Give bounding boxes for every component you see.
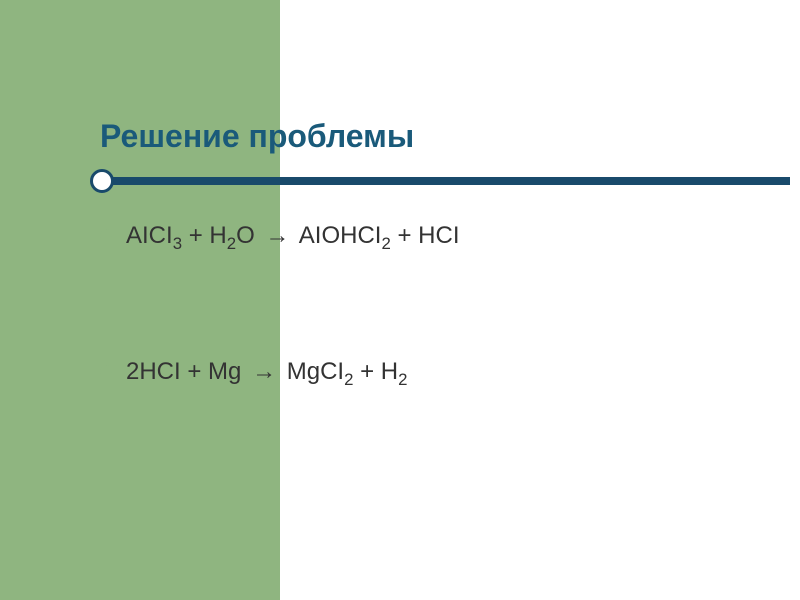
equation-text: AICI3 + H2O → AIOHCI2 + HCI	[126, 222, 460, 254]
product: AIOHCI	[299, 222, 382, 249]
arrow-icon: →	[265, 222, 289, 251]
subscript: 2	[398, 370, 407, 389]
divider-bar	[108, 177, 790, 185]
divider-circle-icon	[90, 169, 114, 193]
subscript: 2	[344, 370, 353, 389]
reactant: Mg	[208, 358, 241, 385]
bullet-list: AICI3 + H2O → AIOHCI2 + HCI 2HCI + Mg → …	[100, 222, 460, 494]
bullet-icon	[100, 365, 112, 377]
title-divider	[90, 174, 790, 188]
list-item: 2HCI + Mg → MgCI2 + H2	[100, 358, 460, 390]
subscript: 2	[227, 234, 236, 253]
product: HCI	[418, 222, 459, 249]
subscript: 2	[381, 234, 390, 253]
reactant: 2HCI	[126, 358, 181, 385]
bullet-icon	[100, 229, 112, 241]
equation-text: 2HCI + Mg → MgCI2 + H2	[126, 358, 407, 390]
reactant: H	[209, 222, 226, 249]
arrow-icon: →	[252, 358, 276, 387]
subscript: 3	[173, 234, 182, 253]
product: H	[381, 358, 398, 385]
slide-title: Решение проблемы	[100, 118, 414, 155]
product: MgCI	[287, 358, 344, 385]
reactant-suffix: O	[236, 222, 255, 249]
reactant: AICI	[126, 222, 173, 249]
list-item: AICI3 + H2O → AIOHCI2 + HCI	[100, 222, 460, 254]
